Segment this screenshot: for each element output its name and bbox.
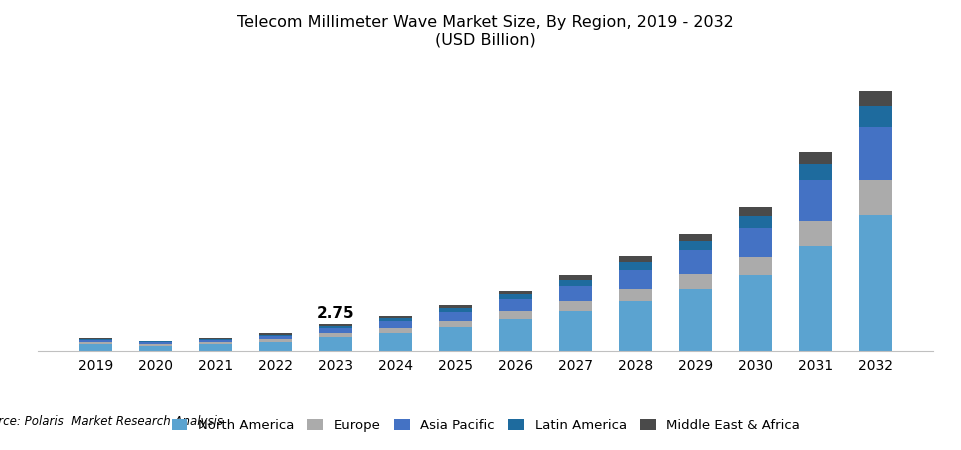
Bar	[739, 228, 772, 257]
Bar	[439, 305, 472, 308]
Bar	[858, 215, 892, 351]
Bar	[858, 180, 892, 215]
Bar	[858, 91, 892, 106]
Bar	[379, 315, 412, 318]
Bar	[79, 344, 112, 351]
Bar	[79, 338, 112, 339]
Bar	[319, 337, 352, 351]
Bar	[319, 324, 352, 326]
Bar	[199, 338, 232, 339]
Bar	[139, 346, 172, 351]
Legend: North America, Europe, Asia Pacific, Latin America, Middle East & Africa: North America, Europe, Asia Pacific, Lat…	[171, 419, 800, 432]
Bar	[619, 262, 652, 270]
Bar	[858, 106, 892, 127]
Bar	[259, 335, 292, 336]
Bar	[619, 256, 652, 262]
Bar	[799, 153, 831, 164]
Bar	[439, 327, 472, 351]
Bar	[858, 127, 892, 180]
Bar	[379, 321, 412, 328]
Bar	[379, 328, 412, 333]
Bar	[678, 241, 712, 250]
Bar	[499, 320, 531, 351]
Bar	[799, 180, 831, 220]
Bar	[439, 312, 472, 320]
Bar	[678, 274, 712, 289]
Bar	[379, 333, 412, 351]
Bar	[558, 301, 592, 311]
Bar	[319, 333, 352, 337]
Bar	[199, 340, 232, 342]
Bar	[558, 311, 592, 351]
Bar	[259, 336, 292, 339]
Bar	[678, 234, 712, 241]
Bar	[259, 342, 292, 351]
Bar	[739, 216, 772, 228]
Bar	[79, 342, 112, 344]
Bar	[79, 340, 112, 342]
Bar	[558, 274, 592, 279]
Bar	[499, 299, 531, 311]
Bar	[499, 291, 531, 294]
Bar	[619, 289, 652, 301]
Bar	[739, 257, 772, 275]
Bar	[799, 164, 831, 180]
Bar	[319, 326, 352, 328]
Bar	[619, 270, 652, 289]
Bar	[439, 308, 472, 312]
Bar	[259, 339, 292, 342]
Bar	[799, 246, 831, 351]
Bar	[499, 311, 531, 320]
Bar	[139, 341, 172, 342]
Bar	[199, 342, 232, 344]
Bar	[139, 344, 172, 346]
Bar	[739, 275, 772, 351]
Bar	[739, 207, 772, 216]
Title: Telecom Millimeter Wave Market Size, By Region, 2019 - 2032
(USD Billion): Telecom Millimeter Wave Market Size, By …	[237, 15, 733, 48]
Text: 2.75: 2.75	[316, 306, 355, 321]
Bar	[619, 301, 652, 351]
Bar	[79, 339, 112, 340]
Bar	[439, 320, 472, 327]
Bar	[558, 286, 592, 301]
Bar	[139, 342, 172, 344]
Bar	[678, 250, 712, 274]
Bar	[799, 220, 831, 246]
Bar	[499, 294, 531, 299]
Bar	[259, 333, 292, 335]
Bar	[199, 339, 232, 340]
Bar	[558, 279, 592, 286]
Bar	[319, 328, 352, 333]
Bar	[379, 318, 412, 321]
Bar	[678, 289, 712, 351]
Bar	[199, 344, 232, 351]
Text: Source: Polaris  Market Research Analysis: Source: Polaris Market Research Analysis	[0, 415, 223, 428]
